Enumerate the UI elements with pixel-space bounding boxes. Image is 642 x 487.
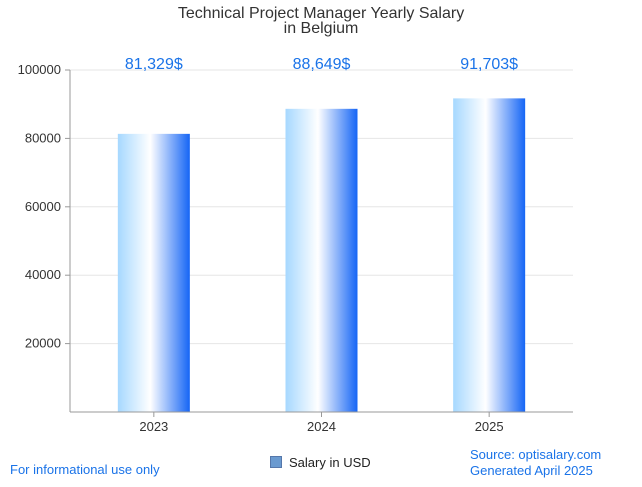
- y-tick-label: 100000: [18, 62, 61, 77]
- y-tick-label: 20000: [25, 336, 61, 351]
- bars: [117, 98, 526, 413]
- data-label-2025: 91,703$: [460, 56, 518, 73]
- x-axis-ticks: 2023 2024 2025: [139, 412, 504, 434]
- data-label-2023: 81,329$: [125, 56, 183, 73]
- data-label-2024: 88,649$: [293, 56, 351, 73]
- legend[interactable]: Salary in USD: [270, 453, 371, 471]
- generated-date: Generated April 2025: [470, 463, 593, 478]
- chart-title-line-2: in Belgium: [284, 20, 359, 37]
- chart-title-line-1: Technical Project Manager Yearly Salary: [178, 5, 464, 22]
- x-tick-label-2024: 2024: [307, 419, 336, 434]
- y-tick-label: 60000: [25, 199, 61, 214]
- legend-swatch-icon: [270, 456, 282, 468]
- y-axis-ticks: 20000 40000 60000 80000 100000: [18, 62, 70, 351]
- bar-2023[interactable]: [117, 133, 190, 413]
- disclaimer-text: For informational use only: [10, 462, 160, 477]
- bar-2025[interactable]: [453, 98, 526, 413]
- x-tick-label-2023: 2023: [139, 419, 168, 434]
- legend-label: Salary in USD: [289, 454, 371, 470]
- y-tick-label: 40000: [25, 267, 61, 282]
- y-tick-label: 80000: [25, 130, 61, 145]
- source-link[interactable]: Source: optisalary.com: [470, 447, 602, 462]
- x-tick-label-2025: 2025: [475, 419, 504, 434]
- source-block: Source: optisalary.com Generated April 2…: [470, 447, 601, 479]
- data-labels: 81,329$ 88,649$ 91,703$: [125, 56, 518, 73]
- bar-2024[interactable]: [285, 108, 358, 412]
